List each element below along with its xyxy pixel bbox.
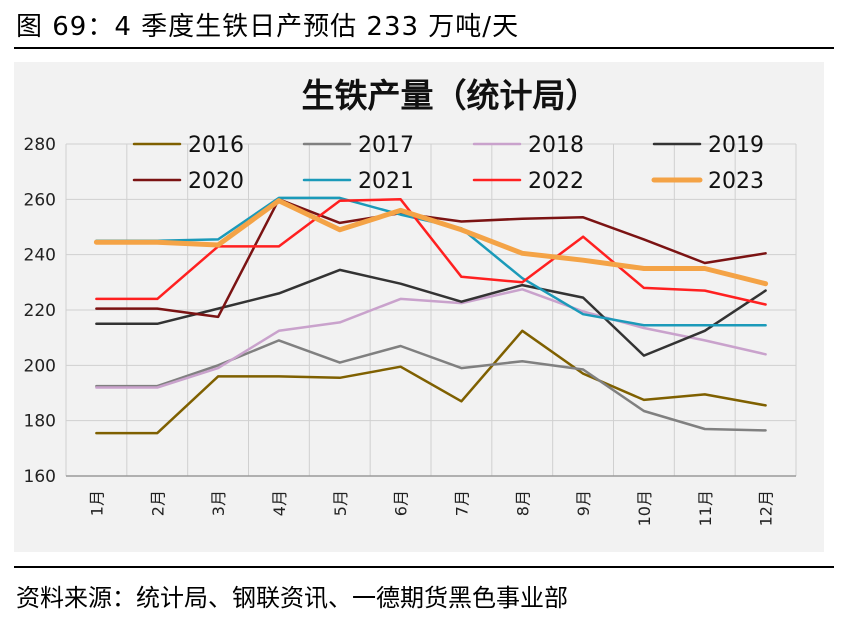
y-tick-label: 280	[24, 135, 56, 155]
y-tick-label: 240	[24, 246, 56, 266]
axes: 160 180 200 220 240 260 280 1月 2月 3月 4月 5月 6月 7月 8月 9月 1…	[24, 135, 796, 526]
x-tick-label: 11月	[696, 490, 715, 526]
series-line-2019	[95, 268, 767, 357]
x-tick-label: 8月	[513, 490, 532, 516]
x-tick-label: 7月	[452, 490, 471, 516]
x-tick-label: 12月	[757, 490, 776, 526]
legend-label-2020: 2020	[188, 169, 244, 194]
series-line-2016	[95, 329, 767, 435]
caption-divider	[14, 47, 834, 49]
x-tick-label: 1月	[87, 490, 106, 516]
x-tick-label: 4月	[270, 490, 289, 516]
source-note: 资料来源：统计局、钢联资讯、一德期货黑色事业部	[16, 584, 568, 612]
series-line-2020	[95, 198, 767, 319]
x-tick-label: 3月	[209, 490, 228, 516]
series-lines	[93, 196, 769, 435]
legend-label-2016: 2016	[188, 133, 244, 158]
series-line-2023	[93, 198, 769, 287]
x-tick-label: 2月	[148, 490, 167, 516]
x-tick-label: 9月	[574, 490, 593, 516]
chart-panel: 生铁产量（统计局） 160 180 200 220 240 260 280 1月 2月 3月 4月 5…	[14, 62, 824, 552]
series-line-2018	[95, 288, 767, 389]
x-tick-label: 10月	[635, 490, 654, 526]
figure-caption: 图 69：4 季度生铁日产预估 233 万吨/天	[16, 12, 520, 42]
x-tick-label: 6月	[392, 490, 411, 516]
legend-label-2019: 2019	[708, 133, 764, 158]
y-tick-label: 180	[24, 412, 56, 432]
source-divider	[14, 566, 834, 568]
line-chart: 生铁产量（统计局） 160 180 200 220 240 260 280 1月 2月 3月 4月 5…	[24, 76, 797, 526]
x-tick-label: 5月	[331, 490, 350, 516]
legend-label-2017: 2017	[358, 133, 414, 158]
y-tick-label: 260	[24, 190, 56, 210]
y-tick-label: 200	[24, 356, 56, 376]
legend: 2016 2017 2018 2019 2020 2021 2022 2023	[132, 133, 764, 194]
legend-label-2021: 2021	[358, 169, 414, 194]
y-tick-label: 160	[24, 467, 56, 487]
series-line-2022	[95, 198, 767, 306]
legend-label-2023: 2023	[708, 169, 764, 194]
chart-title: 生铁产量（统计局）	[302, 76, 599, 115]
legend-label-2018: 2018	[528, 133, 584, 158]
y-tick-label: 220	[24, 301, 56, 321]
series-line-2017	[95, 339, 767, 432]
legend-label-2022: 2022	[528, 169, 584, 194]
